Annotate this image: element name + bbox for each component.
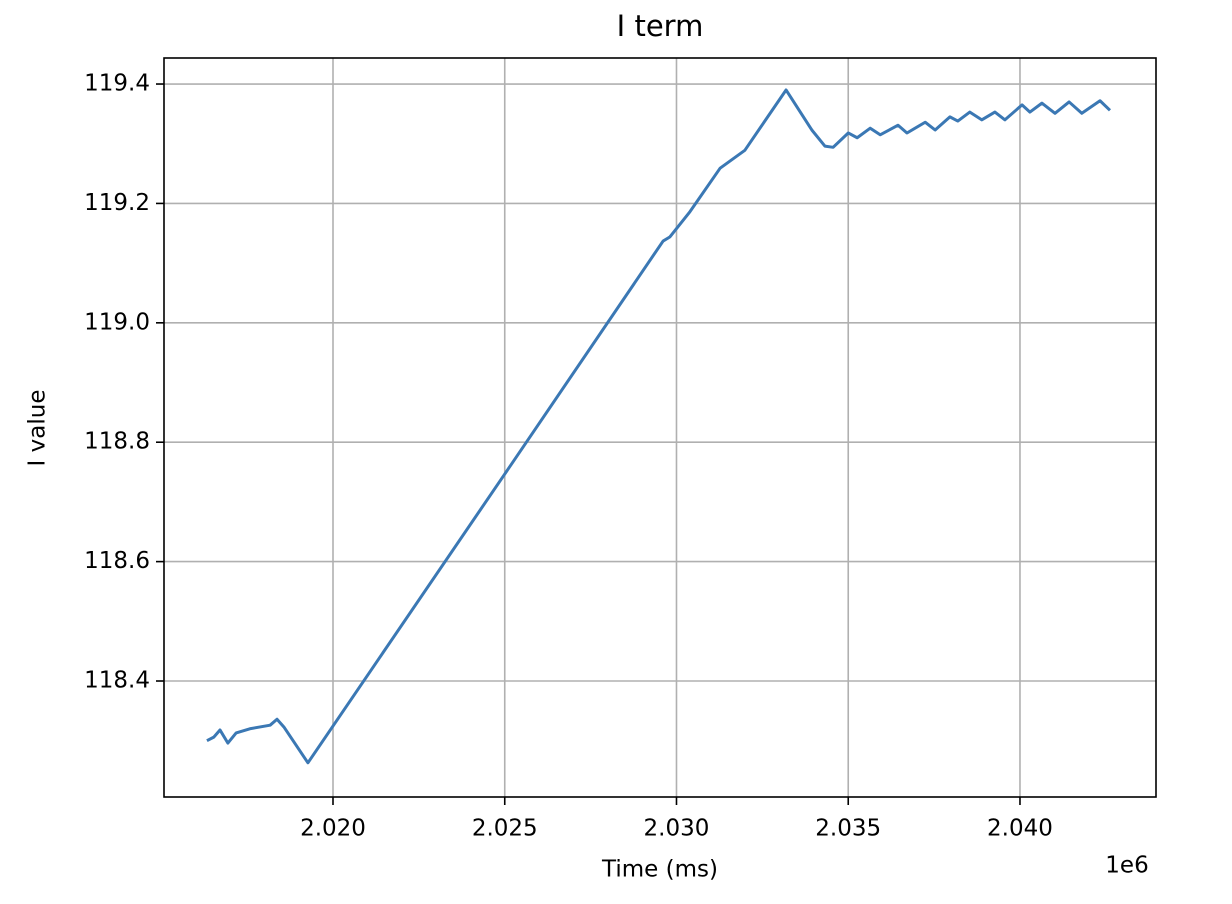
- chart-title: I term: [617, 9, 704, 43]
- y-tick-label: 118.6: [84, 548, 150, 574]
- x-tick-label: 2.035: [815, 816, 881, 842]
- data-line: [206, 88, 1112, 765]
- y-tick-label: 118.4: [84, 668, 150, 694]
- y-axis-label: I value: [25, 390, 51, 467]
- x-offset-label: 1e6: [1105, 853, 1148, 879]
- y-tick-label: 118.8: [84, 429, 150, 455]
- x-tick-label: 2.025: [472, 816, 538, 842]
- plot-frame: [163, 57, 1157, 798]
- x-tick-label: 2.020: [300, 816, 366, 842]
- y-tick-label: 119.2: [84, 190, 150, 216]
- x-tick-label: 2.040: [987, 816, 1053, 842]
- x-axis-label: Time (ms): [601, 857, 718, 883]
- y-tick-label: 119.4: [84, 71, 150, 97]
- x-tick-label: 2.030: [644, 816, 710, 842]
- y-tick-label: 119.0: [84, 309, 150, 335]
